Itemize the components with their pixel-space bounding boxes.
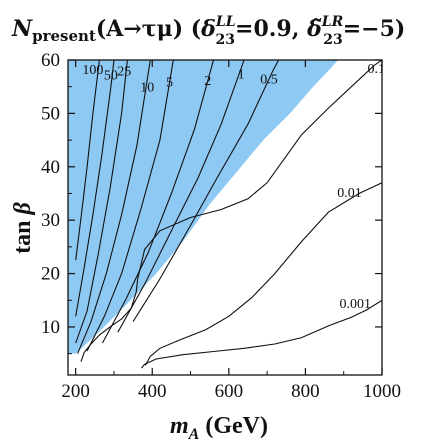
y-tick-label: 20 bbox=[41, 264, 60, 285]
y-tick-label: 40 bbox=[41, 157, 60, 178]
contour-line-5 bbox=[86, 60, 174, 352]
axis-ticks: 200 400 600 800 1000 10 20 30 40 50 60 bbox=[41, 50, 401, 402]
title-lr-sup: LR bbox=[321, 14, 343, 30]
contour-label-1: 1 bbox=[238, 67, 245, 82]
x-label-unit: (GeV) bbox=[199, 413, 268, 439]
title-delta: δ bbox=[200, 16, 216, 42]
x-tick-label: 1000 bbox=[363, 381, 401, 402]
x-tick-label: 400 bbox=[138, 381, 167, 402]
y-axis-label: tan β bbox=[10, 201, 36, 253]
contour-label-5: 5 bbox=[166, 75, 173, 90]
contour-line-0.01 bbox=[144, 182, 382, 366]
contour-label-2: 2 bbox=[204, 74, 211, 89]
x-tick-label: 600 bbox=[215, 381, 244, 402]
contour-label-0.1: 0.1 bbox=[368, 62, 386, 77]
title-ll-val: =0.9, bbox=[235, 16, 307, 42]
contour-line-1 bbox=[117, 60, 245, 333]
y-tick-label: 10 bbox=[41, 317, 60, 338]
contour-line-50 bbox=[75, 60, 115, 317]
contour-lines bbox=[75, 60, 382, 369]
contour-label-0.5: 0.5 bbox=[260, 73, 278, 88]
chart-title: Npresent(A→τμ) (δLL 23=0.9, δ̃LR 23=−5) bbox=[11, 14, 405, 48]
contour-line-2 bbox=[102, 60, 215, 344]
contour-label-100: 100 bbox=[82, 63, 103, 78]
contour-labels: 100 50 25 10 5 2 1 0.5 0.1 0.01 0.001 bbox=[82, 62, 386, 312]
contour-label-0.01: 0.01 bbox=[337, 186, 362, 201]
x-tick-label: 200 bbox=[61, 381, 90, 402]
title-lr-sub: 23 bbox=[323, 32, 342, 48]
y-tick-label: 60 bbox=[41, 50, 60, 71]
contour-line-25 bbox=[75, 60, 128, 344]
contour-label-0.001: 0.001 bbox=[339, 297, 371, 312]
contour-line-0.001 bbox=[141, 299, 382, 369]
contour-line-0.5 bbox=[132, 60, 280, 322]
title-ll-sup: LL bbox=[215, 14, 236, 30]
title-process: (A→τμ) ( bbox=[96, 16, 201, 42]
x-label-sub: A bbox=[188, 426, 200, 441]
x-axis-label: mA (GeV) bbox=[170, 413, 268, 441]
contour-label-50: 50 bbox=[104, 68, 118, 83]
title-lr-val: =−5) bbox=[343, 16, 406, 42]
plot-frame bbox=[67, 59, 383, 376]
contour-label-25: 25 bbox=[117, 65, 131, 80]
title-sub: present bbox=[32, 27, 96, 45]
title-n: N bbox=[11, 16, 33, 42]
y-tick-label: 30 bbox=[41, 210, 60, 231]
y-label-beta: β bbox=[10, 201, 36, 215]
x-tick-label: 800 bbox=[291, 381, 320, 402]
y-tick-label: 50 bbox=[41, 103, 60, 124]
contour-label-10: 10 bbox=[140, 81, 154, 96]
contour-line-0.1 bbox=[80, 60, 382, 362]
contour-line-10 bbox=[77, 60, 151, 354]
x-label-m: m bbox=[170, 413, 189, 439]
title-ll-sub: 23 bbox=[216, 32, 235, 48]
y-label-main: tan bbox=[10, 214, 36, 253]
contour-line-100 bbox=[75, 60, 100, 261]
title-delta-tilde: δ̃ bbox=[306, 16, 322, 42]
